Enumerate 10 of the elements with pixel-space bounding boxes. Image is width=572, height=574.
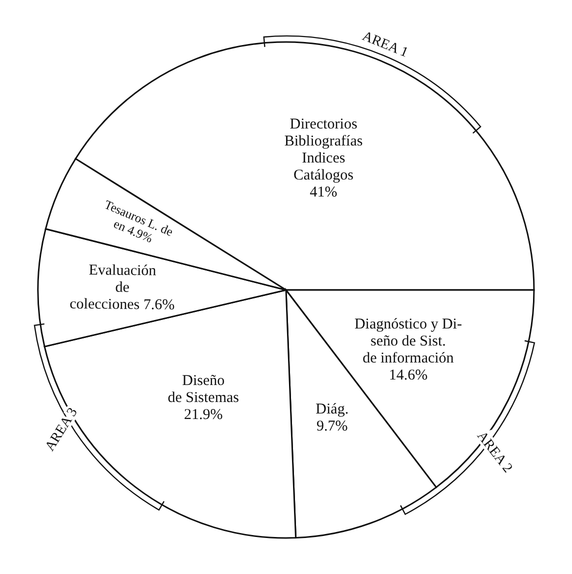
data-label: 9.7% [316, 418, 348, 434]
text: AREA 1 [360, 29, 410, 61]
slice-label: Directorios Bibliografías Indices Catálogos [284, 116, 363, 184]
data-label: 41% [310, 184, 338, 200]
slice-label: Diág. [316, 401, 349, 418]
data-label: 21.9% [184, 406, 223, 423]
slice-label: Diseño de Sistemas [168, 372, 240, 406]
data-label: 14.6% [388, 368, 428, 384]
slice-label: Diagnóstico y Di- seño de Sist. de información [354, 316, 462, 366]
slice-label: Evaluación de colecciones 7.6% [70, 262, 175, 314]
